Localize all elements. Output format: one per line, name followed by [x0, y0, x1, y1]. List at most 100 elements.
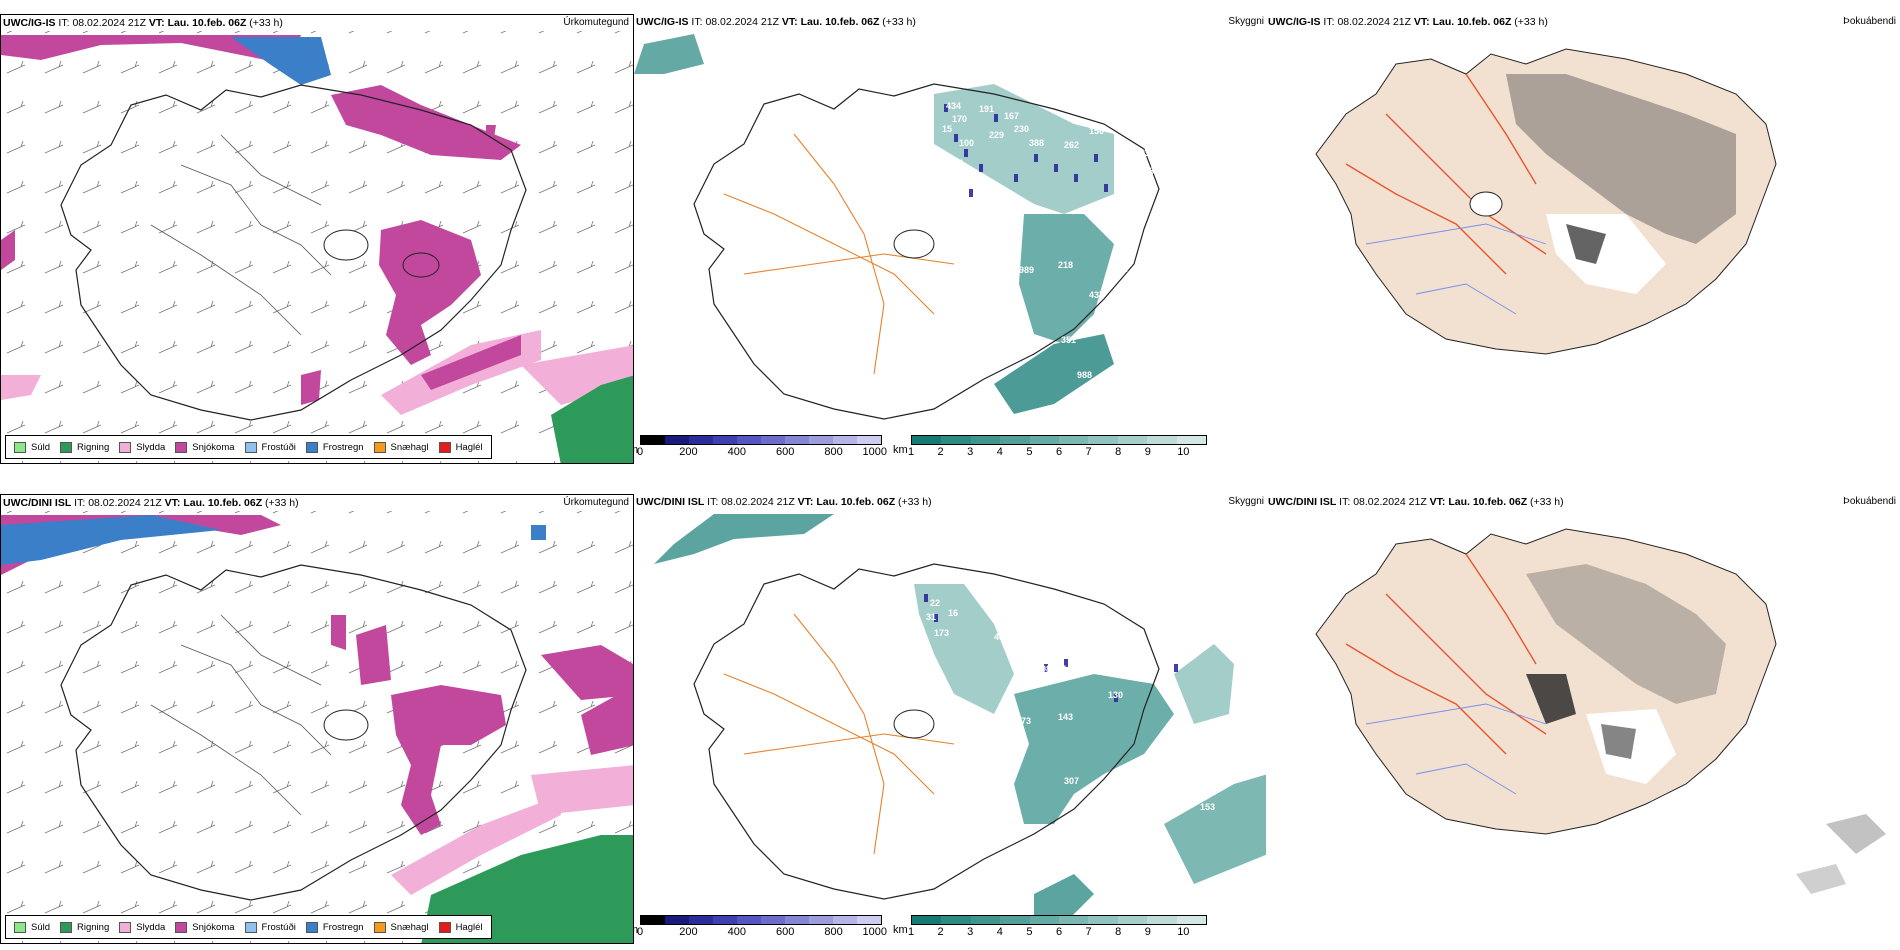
ceiling-label: 11: [1118, 264, 1128, 274]
precip-type-legend: Súld Rigning Slydda Snjókoma Frostúði Fr…: [5, 915, 492, 939]
legend-item-snow-pellets: Snæhagl: [373, 441, 429, 453]
visibility-tick: 5: [1026, 446, 1033, 458]
ceiling-tick: 0: [636, 926, 644, 938]
ceiling-label: 130: [1146, 250, 1161, 260]
vt-label: VT:: [781, 16, 798, 28]
it-label: IT:: [58, 17, 70, 29]
it-value: 08.02.2024 21Z: [1353, 496, 1427, 508]
it-label: IT:: [1323, 16, 1335, 28]
vt-value: Lau. 10.feb. 06Z: [183, 497, 263, 509]
vt-label: VT:: [1413, 16, 1430, 28]
vt-value: Lau. 10.feb. 06Z: [167, 17, 247, 29]
precip-type-panel-top: UWC/IG-IS IT: 08.02.2024 21Z VT: Lau. 10…: [0, 14, 634, 464]
ceiling-tick: 400: [727, 446, 746, 458]
fog-panel-top: UWC/IG-IS IT: 08.02.2024 21Z VT: Lau. 10…: [1266, 14, 1900, 464]
vt-label: VT:: [148, 17, 165, 29]
param-title: Úrkomutegund: [563, 17, 629, 28]
ceiling-unit: m: [634, 924, 638, 936]
panel-header: UWC/IG-IS IT: 08.02.2024 21Z VT: Lau. 10…: [1266, 14, 1900, 30]
precip-type-map: [1, 31, 633, 463]
visibility-tick: 8: [1115, 446, 1122, 458]
ceiling-tick: 800: [824, 446, 843, 458]
ceiling-label: 388: [1029, 138, 1044, 148]
visibility-map: 22 16 31 173 435 298 174 130 123 143 373…: [654, 514, 1268, 924]
lead-time: (+33 h): [882, 16, 916, 28]
ceiling-label: 130: [1108, 690, 1123, 700]
visibility-tick: 3: [967, 446, 974, 458]
precip-type-panel-bottom: UWC/DINI ISL IT: 08.02.2024 21Z VT: Lau.…: [0, 494, 634, 944]
legend-item-drizzle: Súld: [14, 441, 50, 453]
lead-time: (+33 h): [1514, 16, 1548, 28]
it-label: IT:: [691, 16, 703, 28]
ceiling-tick: 400: [727, 926, 746, 938]
ceiling-colorbar: m 0 200 400 600 800 1000: [634, 435, 887, 459]
ceiling-label: 167: [1004, 111, 1019, 121]
lead-time: (+33 h): [898, 496, 932, 508]
legend-item-sleet: Slydda: [119, 441, 165, 453]
param-title: Skyggni: [1228, 16, 1264, 27]
visibility-tick: 7: [1085, 446, 1092, 458]
legend-item-snow-pellets: Snæhagl: [373, 921, 429, 933]
legend-item-freezing-drizzle: Frostúði: [244, 441, 296, 453]
visibility-map: 434 191 167 170 15 100 229 230 388 262 1…: [634, 34, 1179, 432]
vt-label: VT:: [1429, 496, 1446, 508]
visibility-tick: 2: [937, 926, 944, 938]
panel-header: UWC/IG-IS IT: 08.02.2024 21Z VT: Lau. 10…: [634, 14, 1268, 30]
ceiling-unit: m: [634, 444, 638, 456]
legend-item-hail: Haglél: [438, 921, 483, 933]
ceiling-label: 218: [1058, 260, 1073, 270]
ceiling-label: 434: [946, 101, 961, 111]
ceiling-label: 351: [1061, 335, 1076, 345]
precip-type-legend: Súld Rigning Slydda Snjókoma Frostúði Fr…: [5, 435, 492, 459]
ceiling-label: 989: [1019, 265, 1034, 275]
it-label: IT:: [1339, 496, 1351, 508]
legend-item-freezing-rain: Frostregn: [305, 441, 364, 453]
ceiling-label: 174: [1056, 664, 1071, 674]
model-name: UWC/DINI ISL: [636, 496, 705, 508]
legend-item-rain: Rigning: [60, 921, 109, 933]
param-title: Þokuábendi: [1843, 496, 1896, 507]
model-name: UWC/IG-IS: [636, 16, 689, 28]
ceiling-label: 143: [1058, 712, 1073, 722]
it-label: IT:: [707, 496, 719, 508]
ceiling-tick: 1000: [862, 446, 887, 458]
ceiling-label: 13: [1139, 148, 1149, 158]
visibility-tick: 4: [996, 446, 1003, 458]
visibility-tick: 9: [1144, 926, 1151, 938]
ceiling-label: 156: [1089, 126, 1104, 136]
vt-value: Lau. 10.feb. 06Z: [1448, 496, 1528, 508]
visibility-tick: 4: [996, 926, 1003, 938]
ceiling-label: 230: [1014, 124, 1029, 134]
visibility-tick: 10: [1177, 446, 1190, 458]
precip-type-map: [1, 511, 633, 943]
visibility-tick: 1: [907, 926, 915, 938]
fog-index-map: [1315, 48, 1777, 355]
ceiling-label: 307: [1064, 776, 1079, 786]
vt-value: Lau. 10.feb. 06Z: [816, 496, 896, 508]
it-value: 08.02.2024 21Z: [1337, 16, 1411, 28]
ceiling-label: 262: [1064, 140, 1079, 150]
ceiling-label: 229: [989, 130, 1004, 140]
legend-item-drizzle: Súld: [14, 921, 50, 933]
fog-index-map: [1315, 528, 1886, 894]
ceiling-label: 255: [1164, 772, 1179, 782]
legend-item-snow: Snjókoma: [175, 441, 235, 453]
visibility-tick: 6: [1055, 446, 1063, 458]
ceiling-label: 16: [948, 608, 958, 618]
panel-header: UWC/IG-IS IT: 08.02.2024 21Z VT: Lau. 10…: [1, 15, 633, 31]
ceiling-tick: 600: [776, 446, 795, 458]
visibility-panel-bottom: UWC/DINI ISL IT: 08.02.2024 21Z VT: Lau.…: [634, 494, 1268, 944]
ceiling-label: 22: [930, 598, 940, 608]
ceiling-label: 181: [1144, 166, 1159, 176]
it-label: IT:: [74, 497, 86, 509]
panel-header: UWC/DINI ISL IT: 08.02.2024 21Z VT: Lau.…: [1266, 494, 1900, 510]
model-name: UWC/DINI ISL: [3, 497, 72, 509]
ceiling-label: 31: [926, 612, 936, 622]
lead-time: (+33 h): [1530, 496, 1564, 508]
visibility-tick: 1: [907, 446, 915, 458]
lead-time: (+33 h): [249, 17, 283, 29]
panel-header: UWC/DINI ISL IT: 08.02.2024 21Z VT: Lau.…: [1, 495, 633, 511]
ceiling-label: 435: [994, 632, 1009, 642]
param-title: Úrkomutegund: [563, 497, 629, 508]
ceiling-label: 15: [942, 124, 952, 134]
